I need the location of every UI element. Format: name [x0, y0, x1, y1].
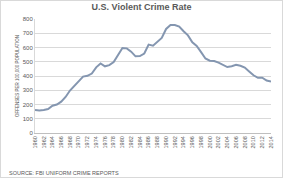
svg-text:2008: 2008: [242, 136, 248, 148]
svg-text:0: 0: [29, 130, 33, 136]
svg-text:1984: 1984: [137, 136, 143, 148]
svg-text:1988: 1988: [154, 136, 160, 148]
svg-text:400: 400: [23, 73, 34, 79]
svg-text:1998: 1998: [198, 136, 204, 148]
svg-text:2004: 2004: [224, 136, 230, 148]
svg-text:800: 800: [23, 16, 34, 22]
svg-text:1974: 1974: [93, 136, 99, 148]
svg-text:1972: 1972: [84, 136, 90, 148]
svg-text:1990: 1990: [163, 136, 169, 148]
svg-text:1986: 1986: [145, 136, 151, 148]
svg-text:2000: 2000: [207, 136, 213, 148]
svg-text:2014: 2014: [268, 136, 274, 148]
svg-text:200: 200: [23, 102, 34, 108]
svg-text:2012: 2012: [259, 136, 265, 148]
svg-text:600: 600: [23, 45, 34, 51]
svg-text:1994: 1994: [180, 136, 186, 148]
svg-text:1982: 1982: [128, 136, 134, 148]
svg-text:1970: 1970: [75, 136, 81, 148]
svg-text:SOURCE: FBI UNIFORM CRIME REPO: SOURCE: FBI UNIFORM CRIME REPORTS: [9, 170, 119, 176]
svg-text:2010: 2010: [250, 136, 256, 148]
svg-text:1976: 1976: [102, 136, 108, 148]
svg-text:1960: 1960: [32, 136, 38, 148]
svg-text:500: 500: [23, 59, 34, 65]
svg-text:1962: 1962: [41, 136, 47, 148]
svg-text:2002: 2002: [215, 136, 221, 148]
svg-text:1966: 1966: [58, 136, 64, 148]
svg-text:1978: 1978: [110, 136, 116, 148]
svg-text:OFFENSES PER 100,000 POPULATIO: OFFENSES PER 100,000 POPULATION: [15, 35, 20, 117]
svg-text:1996: 1996: [189, 136, 195, 148]
svg-text:300: 300: [23, 87, 34, 93]
svg-text:U.S. Violent Crime Rate: U.S. Violent Crime Rate: [92, 2, 192, 12]
svg-text:1992: 1992: [172, 136, 178, 148]
svg-text:100: 100: [23, 116, 34, 122]
svg-text:1968: 1968: [67, 136, 73, 148]
svg-text:2006: 2006: [233, 136, 239, 148]
svg-text:1980: 1980: [119, 136, 125, 148]
svg-text:1964: 1964: [49, 136, 55, 148]
svg-text:700: 700: [23, 30, 34, 36]
